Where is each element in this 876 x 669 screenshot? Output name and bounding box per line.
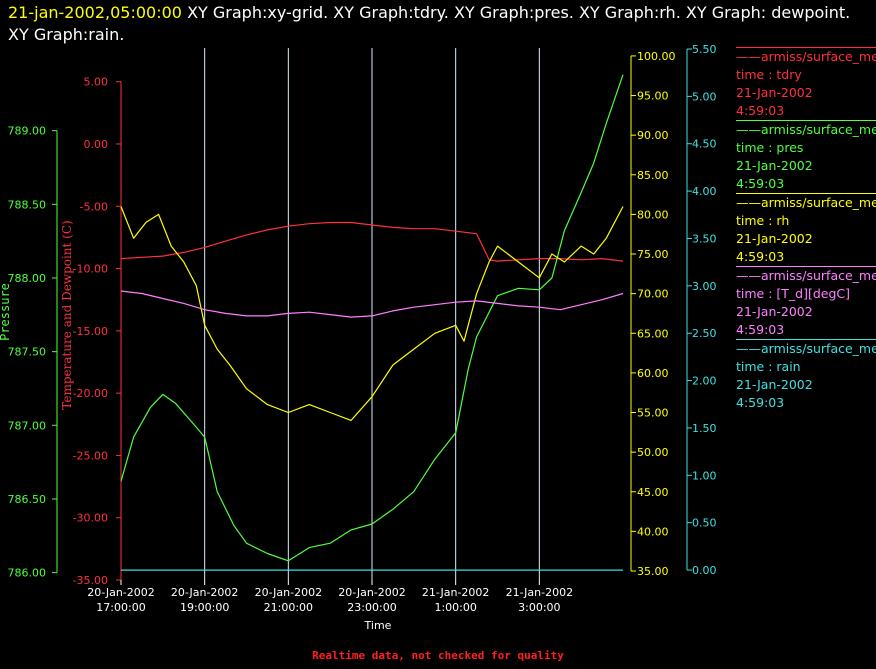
legend-date: 21-Jan-2002 [736, 231, 813, 246]
rain-tick-label: 3.50 [692, 232, 717, 245]
series-dewpoint-line [120, 290, 624, 318]
legend-date: 21-Jan-2002 [736, 304, 813, 319]
series-rh-line [120, 206, 624, 421]
legend-time: 4:59:03 [736, 395, 785, 410]
rain-tick-label: 2.00 [692, 375, 717, 388]
legend-date: 21-Jan-2002 [736, 158, 813, 173]
legend-entry-rain: ——armiss/surface_me time : rain 21-Jan-2… [736, 339, 876, 412]
rain-tick-label: 4.50 [692, 138, 717, 151]
legend-entry-dewpoint: ——armiss/surface_me time : [T_d][degC] 2… [736, 266, 876, 339]
legend-source: ——armiss/surface_me [736, 122, 876, 137]
rh-tick-label: 65.00 [637, 327, 669, 340]
rain-tick-label: 1.50 [692, 422, 717, 435]
x-tick-label-time: 17:00:00 [96, 601, 145, 614]
legend-entry-tdry: ——armiss/surface_me time : tdry 21-Jan-2… [736, 47, 876, 120]
rain-tick-label: 1.00 [692, 469, 717, 482]
legend-time: 4:59:03 [736, 103, 785, 118]
x-tick-label-date: 20-Jan-2002 [338, 586, 406, 599]
temperature-tick-label: -10.00 [73, 263, 108, 276]
legend-source: ——armiss/surface_me [736, 268, 876, 283]
legend-date: 21-Jan-2002 [736, 85, 813, 100]
x-tick-label-time: 1:00:00 [434, 601, 476, 614]
pressure-tick-label: 788.00 [8, 272, 47, 285]
temperature-tick-label: -35.00 [73, 574, 108, 587]
rh-tick-label: 90.00 [637, 129, 669, 142]
legend-entry-rh: ——armiss/surface_me time : rh 21-Jan-200… [736, 193, 876, 266]
temperature-axis-title: Temperature and Dewpoint (C) [60, 220, 74, 409]
legend-var: time : rh [736, 213, 790, 228]
pressure-tick-label: 786.00 [8, 567, 47, 580]
x-tick-label-date: 20-Jan-2002 [255, 586, 323, 599]
rh-tick-label: 45.00 [637, 486, 669, 499]
legend-source: ——armiss/surface_me [736, 195, 876, 210]
legend-time: 4:59:03 [736, 249, 785, 264]
rh-tick-label: 95.00 [637, 90, 669, 103]
pressure-axis-title: Pressure [0, 283, 12, 341]
rain-tick-label: 5.00 [692, 90, 717, 103]
temperature-tick-label: 0.00 [84, 138, 109, 151]
x-tick-label-date: 20-Jan-2002 [171, 586, 239, 599]
x-tick-label-date: 20-Jan-2002 [87, 586, 155, 599]
temperature-tick-label: -20.00 [73, 387, 108, 400]
pressure-tick-label: 789.00 [8, 125, 47, 138]
legend-source: ——armiss/surface_me [736, 49, 876, 64]
x-tick-label-time: 3:00:00 [518, 601, 560, 614]
rh-tick-label: 35.00 [637, 565, 669, 578]
temperature-tick-label: -30.00 [73, 512, 108, 525]
rh-tick-label: 70.00 [637, 288, 669, 301]
header-timestamp: 21-jan-2002,05:00:00 [8, 3, 182, 22]
rh-tick-label: 50.00 [637, 446, 669, 459]
legend-var: time : [T_d][degC] [736, 286, 851, 301]
rh-tick-label: 55.00 [637, 407, 669, 420]
x-tick-label-date: 21-Jan-2002 [422, 586, 490, 599]
rain-tick-label: 3.00 [692, 280, 717, 293]
legend-date: 21-Jan-2002 [736, 377, 813, 392]
legend-source: ——armiss/surface_me [736, 341, 876, 356]
chart-header: 21-jan-2002,05:00:00 XY Graph:xy-grid. X… [8, 2, 868, 46]
rh-tick-label: 40.00 [637, 525, 669, 538]
temperature-tick-label: -15.00 [73, 325, 108, 338]
rain-tick-label: 0.00 [692, 564, 717, 577]
temperature-tick-label: -5.00 [80, 200, 108, 213]
x-tick-label-time: 23:00:00 [347, 601, 396, 614]
legend-time: 4:59:03 [736, 322, 785, 337]
legend-time: 4:59:03 [736, 176, 785, 191]
rh-tick-label: 75.00 [637, 248, 669, 261]
temperature-tick-label: 5.00 [84, 76, 109, 89]
rain-tick-label: 0.50 [692, 517, 717, 530]
rain-tick-label: 4.00 [692, 185, 717, 198]
rh-tick-label: 85.00 [637, 169, 669, 182]
x-tick-label-date: 21-Jan-2002 [506, 586, 574, 599]
series-tdry-line [120, 221, 624, 262]
pressure-tick-label: 787.50 [8, 346, 47, 359]
legend-var: time : pres [736, 140, 804, 155]
legend-entry-pres: ——armiss/surface_me time : pres 21-Jan-2… [736, 120, 876, 193]
pressure-tick-label: 787.00 [8, 419, 47, 432]
legend: ——armiss/surface_me time : tdry 21-Jan-2… [736, 47, 876, 412]
temperature-tick-label: -25.00 [73, 449, 108, 462]
series-pres-line [120, 74, 624, 562]
quality-footer-note: Realtime data, not checked for quality [312, 649, 564, 662]
x-axis-title: Time [364, 619, 392, 632]
x-tick-label-time: 19:00:00 [180, 601, 229, 614]
pressure-tick-label: 786.50 [8, 493, 47, 506]
rh-tick-label: 80.00 [637, 208, 669, 221]
legend-var: time : rain [736, 359, 801, 374]
rain-tick-label: 5.50 [692, 43, 717, 56]
legend-var: time : tdry [736, 67, 802, 82]
rh-tick-label: 100.00 [637, 50, 676, 63]
rh-tick-label: 60.00 [637, 367, 669, 380]
rain-tick-label: 2.50 [692, 327, 717, 340]
pressure-tick-label: 788.50 [8, 198, 47, 211]
header-graph-titles: XY Graph:xy-grid. XY Graph:tdry. XY Grap… [8, 3, 851, 44]
x-tick-label-time: 21:00:00 [264, 601, 313, 614]
